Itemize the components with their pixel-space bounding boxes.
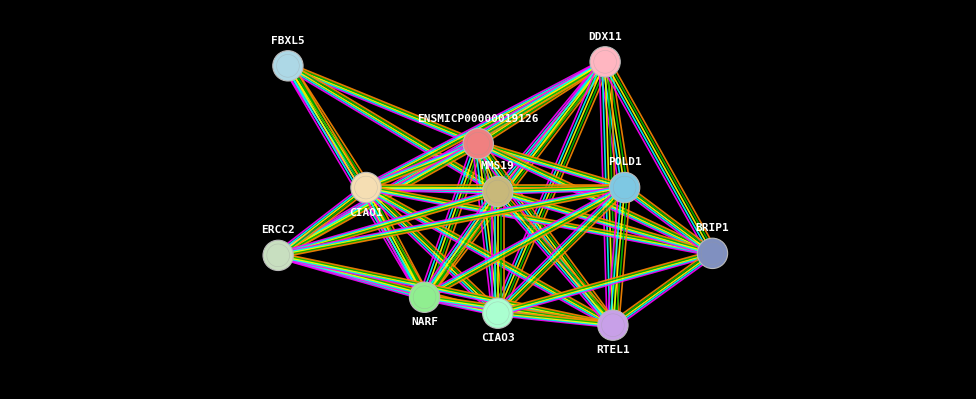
Ellipse shape [482,298,513,328]
Text: DDX11: DDX11 [589,32,622,42]
Text: FBXL5: FBXL5 [271,36,305,46]
Ellipse shape [482,176,513,207]
Text: RTEL1: RTEL1 [596,345,630,356]
Ellipse shape [263,240,294,271]
Ellipse shape [697,238,728,269]
Ellipse shape [350,172,382,203]
Text: ENSMICP00000019126: ENSMICP00000019126 [418,113,539,124]
Ellipse shape [409,282,440,312]
Text: ERCC2: ERCC2 [262,225,295,235]
Ellipse shape [609,172,640,203]
Text: BRIP1: BRIP1 [696,223,729,233]
Text: NARF: NARF [411,317,438,328]
Ellipse shape [597,310,629,340]
Ellipse shape [463,128,494,159]
Ellipse shape [272,51,304,81]
Ellipse shape [590,47,621,77]
Text: MMS19: MMS19 [481,161,514,172]
Text: CIAO1: CIAO1 [349,207,383,218]
Text: CIAO3: CIAO3 [481,333,514,344]
Text: POLD1: POLD1 [608,157,641,168]
